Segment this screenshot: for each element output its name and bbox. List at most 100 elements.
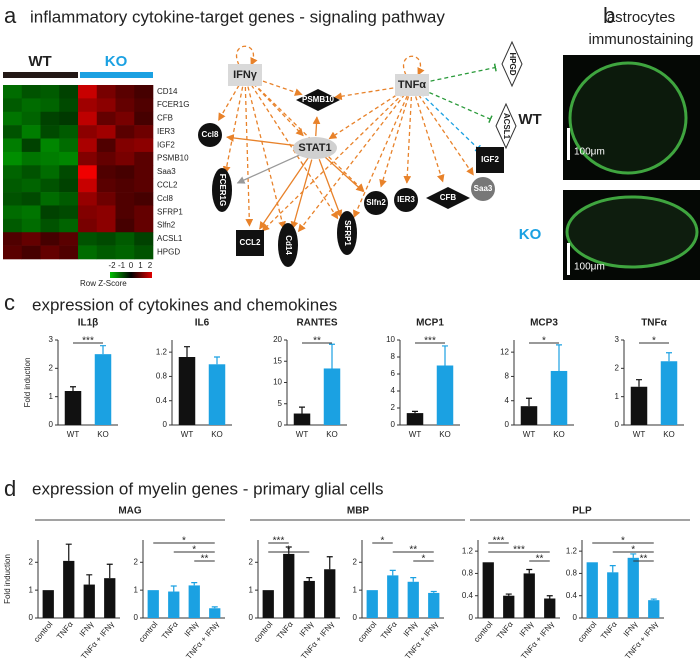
scale-bar <box>567 128 570 160</box>
y-tick-label: 4 <box>505 396 510 405</box>
bar <box>627 557 639 618</box>
error-bar <box>299 406 305 414</box>
node-label: Slfn2 <box>366 198 386 207</box>
heatmap-cell <box>3 218 23 233</box>
edge <box>312 116 321 137</box>
bar <box>428 592 440 618</box>
gene-label: IER3 <box>157 127 175 136</box>
y-tick-label: 0 <box>134 613 139 622</box>
bar <box>387 575 399 618</box>
error-bar <box>170 585 177 592</box>
edge <box>226 134 304 148</box>
bar <box>293 413 311 425</box>
significance-label: * <box>182 536 186 547</box>
panel-title: inflammatory cytokine-target genes - sig… <box>30 7 445 26</box>
error-bar <box>505 593 512 596</box>
bar <box>366 590 378 618</box>
self-loop <box>236 45 258 66</box>
bar <box>147 590 159 618</box>
bar <box>503 595 515 618</box>
heatmap-cell <box>78 232 98 246</box>
edge <box>253 82 365 192</box>
heatmap-cell <box>115 85 135 99</box>
heatmap-cell <box>3 205 23 220</box>
x-tick-label: WT <box>409 430 422 439</box>
heatmap-cell <box>96 178 116 193</box>
error-bar <box>430 590 437 593</box>
bar <box>630 386 648 425</box>
group-title: PLP <box>572 506 592 517</box>
error-bar <box>410 577 417 582</box>
heatmap-cell <box>40 85 60 99</box>
x-tick-label: WT <box>181 430 194 439</box>
bar <box>586 562 598 618</box>
bar <box>283 553 295 618</box>
node <box>236 230 264 256</box>
node-label: Cd14 <box>284 235 293 255</box>
group-label: KO <box>105 53 128 70</box>
heatmap-cell <box>59 232 79 246</box>
heatmap-cell <box>134 85 154 99</box>
chart-title: MCP3 <box>530 318 558 329</box>
heatmap-cell <box>3 165 23 179</box>
bar <box>523 573 535 618</box>
significance-label: * <box>631 545 635 556</box>
heatmap-cell <box>96 192 116 206</box>
heatmap-cell <box>78 218 98 233</box>
heatmap-cell <box>134 151 154 166</box>
y-tick-label: 0 <box>249 613 254 622</box>
error-bar <box>285 546 292 554</box>
row-label: WT <box>518 111 541 128</box>
error-bar <box>106 563 113 579</box>
y-tick-label: 1 <box>353 585 358 594</box>
heatmap-cell <box>59 98 79 113</box>
heatmap-cell <box>78 245 98 260</box>
y-tick-label: 0 <box>353 613 358 622</box>
significance-label: ** <box>201 554 209 565</box>
x-tick-label: KO <box>439 430 451 439</box>
y-tick-label: 0 <box>573 613 578 622</box>
heatmap-cell <box>40 98 60 113</box>
y-tick-label: 0.4 <box>566 591 578 600</box>
error-bar <box>526 568 533 574</box>
bar <box>63 560 75 618</box>
panel-title: immunostaining <box>588 31 693 48</box>
heatmap-cell <box>59 218 79 233</box>
error-bar <box>211 606 218 609</box>
heatmap-cell <box>59 138 79 153</box>
heatmap-cell <box>134 111 154 126</box>
heatmap-cell <box>134 98 154 113</box>
heatmap-cell <box>3 111 23 126</box>
gene-label: HPGD <box>157 247 180 256</box>
y-tick-label: 8 <box>391 352 396 361</box>
panel-title: expression of cytokines and chemokines <box>32 295 337 314</box>
bar <box>407 581 419 618</box>
heatmap-cell <box>3 85 23 99</box>
node-label: FCER1G <box>218 174 227 206</box>
heatmap-cell <box>21 98 41 113</box>
y-tick-label: 1 <box>249 585 254 594</box>
edge <box>236 152 305 184</box>
error-bar <box>442 345 448 366</box>
bar <box>64 391 82 425</box>
edge <box>328 90 403 140</box>
legend-tick-label: 0 <box>129 261 134 270</box>
heatmap-cell <box>134 232 154 246</box>
heatmap-cell <box>96 151 116 166</box>
significance-label: * <box>422 554 426 565</box>
error-bar <box>184 346 190 357</box>
heatmap-cell <box>78 192 98 206</box>
heatmap-cell <box>40 125 60 139</box>
y-tick-label: 10 <box>386 335 395 344</box>
error-bar <box>86 574 93 585</box>
bar <box>436 365 454 425</box>
bar <box>324 569 336 618</box>
gene-label: Ccl8 <box>157 194 174 203</box>
error-bar <box>70 386 76 391</box>
x-tick-label: WT <box>296 430 309 439</box>
node <box>296 89 340 111</box>
heatmap-cell <box>96 111 116 126</box>
scale-label: 100μm <box>574 147 605 158</box>
y-tick-label: 0 <box>469 613 474 622</box>
node-label: CFB <box>440 193 457 202</box>
